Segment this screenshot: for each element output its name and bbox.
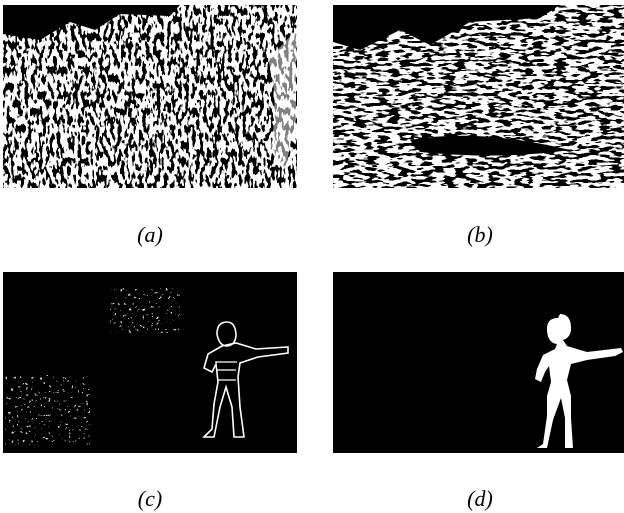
- panel-b-image: [333, 5, 624, 188]
- figure: (a) (b) (c) (d): [0, 0, 624, 513]
- panel-c-image: [3, 272, 297, 453]
- caption: (b): [467, 222, 493, 247]
- caption: (c): [138, 486, 162, 511]
- panel-a-image: [3, 5, 297, 188]
- panel-d-image: [333, 272, 624, 453]
- caption: (d): [467, 486, 493, 511]
- caption: (a): [137, 222, 163, 247]
- page: (a) (b) (c) (d) (() => { const data = JS…: [0, 0, 624, 513]
